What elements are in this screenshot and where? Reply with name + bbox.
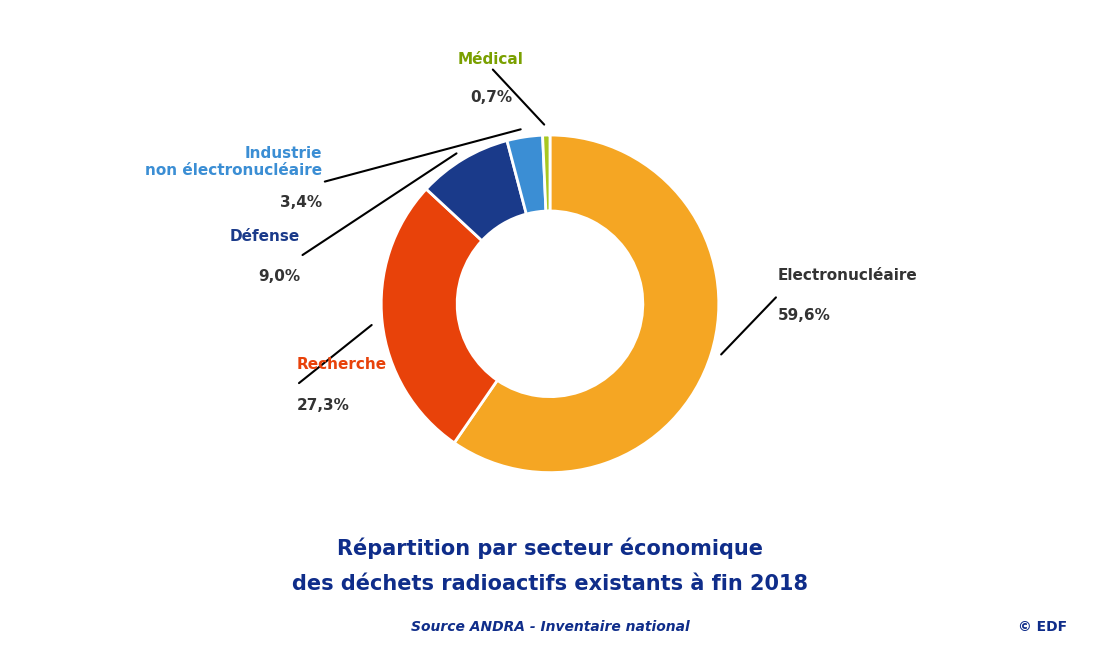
Text: Recherche: Recherche — [297, 357, 387, 372]
Wedge shape — [507, 135, 546, 214]
Text: 3,4%: 3,4% — [280, 195, 322, 210]
Text: 9,0%: 9,0% — [258, 269, 300, 284]
Text: 59,6%: 59,6% — [778, 308, 830, 323]
Wedge shape — [542, 135, 550, 211]
Text: Médical: Médical — [458, 51, 524, 66]
Text: Electronucléaire: Electronucléaire — [778, 268, 917, 283]
Text: Défense: Défense — [230, 229, 300, 244]
Text: Industrie
non électronucléaire: Industrie non électronucléaire — [145, 146, 322, 178]
Text: des déchets radioactifs existants à fin 2018: des déchets radioactifs existants à fin … — [292, 574, 808, 594]
Text: © EDF: © EDF — [1018, 620, 1067, 634]
Text: 27,3%: 27,3% — [297, 398, 350, 413]
Text: Source ANDRA - Inventaire national: Source ANDRA - Inventaire national — [410, 620, 690, 634]
Wedge shape — [382, 189, 497, 443]
Wedge shape — [426, 140, 526, 240]
Text: Répartition par secteur économique: Répartition par secteur économique — [337, 538, 763, 560]
Text: 0,7%: 0,7% — [470, 90, 512, 105]
Wedge shape — [454, 135, 718, 473]
